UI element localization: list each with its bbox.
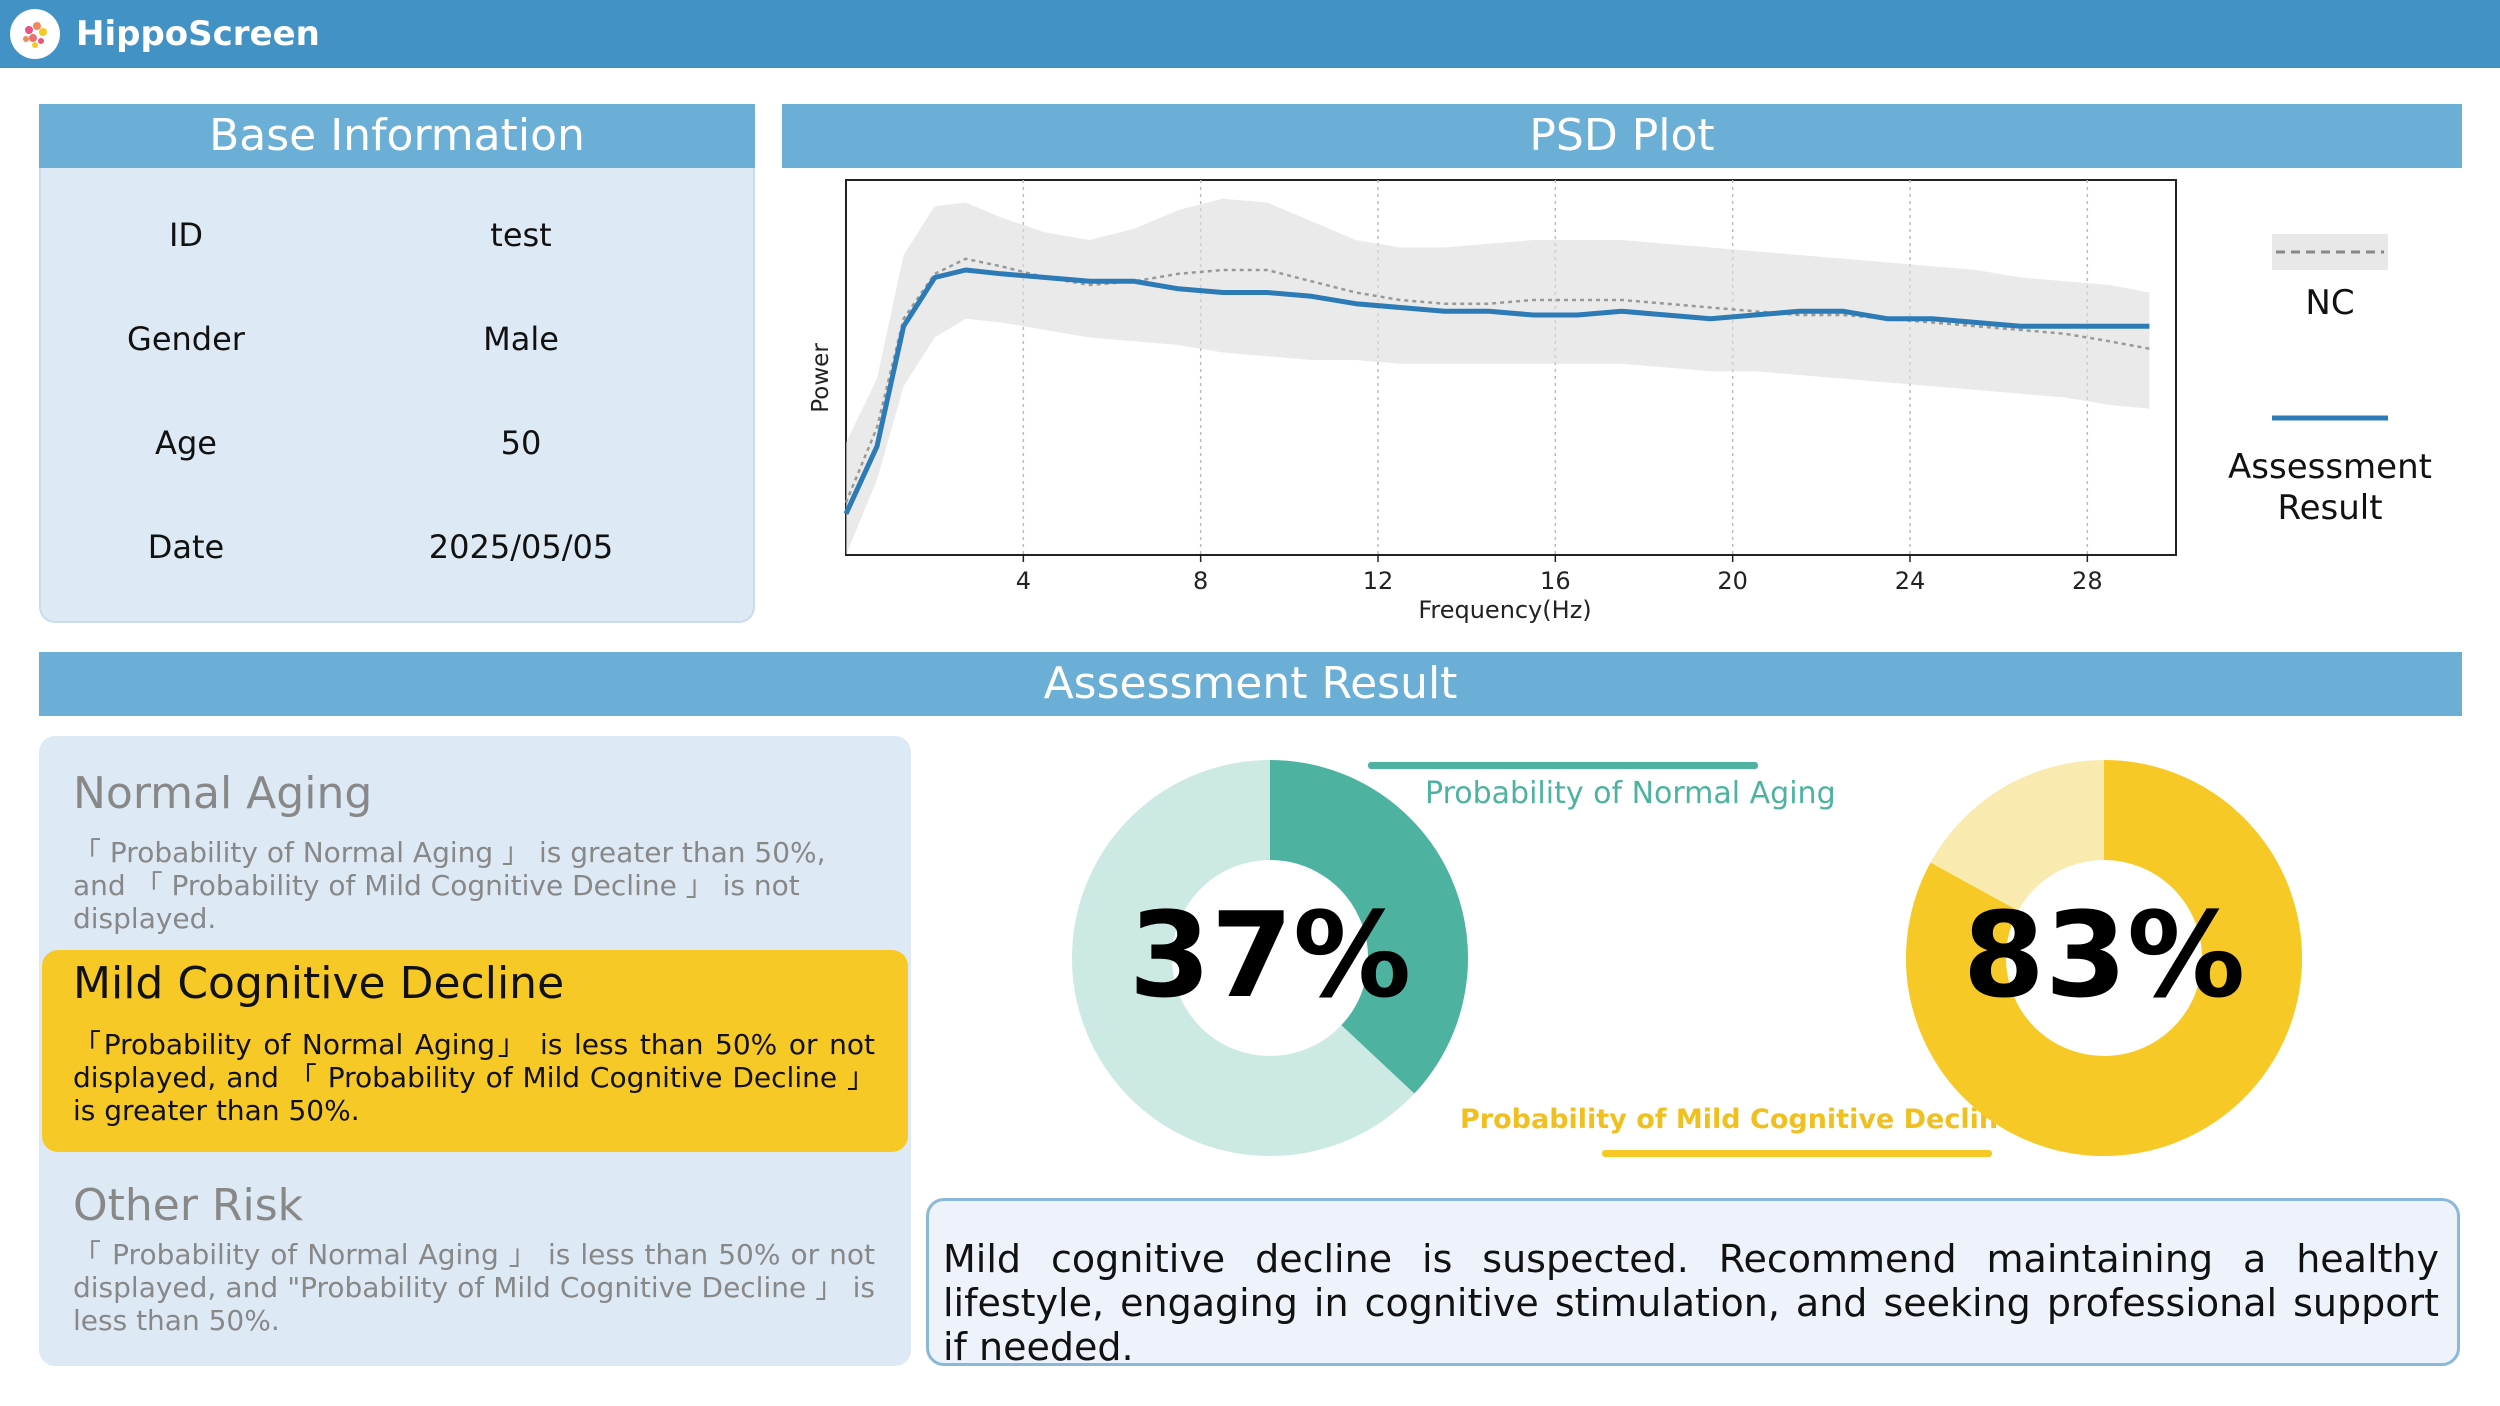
app-title: HippoScreen: [76, 14, 320, 54]
normal-aging-donut: [1072, 760, 1468, 1156]
normal-aging-desc: 「 Probability of Normal Aging 」 is great…: [73, 836, 913, 935]
psd-legend: NC Assessment Result: [2228, 234, 2432, 528]
x-tick-label: 24: [1895, 567, 1926, 595]
other-risk-title: Other Risk: [73, 1180, 304, 1231]
x-axis-label: Frequency(Hz): [1418, 596, 1591, 624]
psd-header: PSD Plot: [782, 104, 2462, 168]
other-risk-desc: 「 Probability of Normal Aging 」 is less …: [73, 1238, 875, 1337]
y-axis-label: Power: [808, 343, 834, 413]
x-tick-label: 4: [1016, 567, 1031, 595]
base-row-date: Date 2025/05/05: [41, 517, 753, 577]
age-label: Age: [155, 424, 217, 462]
normal-aging-prob-label: Probability of Normal Aging: [1425, 776, 1836, 811]
normal-aging-donut-arc: [1268, 760, 1468, 1094]
base-row-age: Age 50: [41, 413, 753, 473]
mcd-percent: 83%: [1962, 886, 2246, 1024]
nc-legend-label: NC: [2305, 283, 2354, 323]
brain-logo-icon: [10, 9, 60, 59]
base-row-id: ID test: [41, 205, 753, 265]
x-tick-label: 20: [1717, 567, 1748, 595]
gender-value: Male: [483, 320, 559, 358]
x-tick-label: 28: [2072, 567, 2103, 595]
base-row-gender: Gender Male: [41, 309, 753, 369]
normal-aging-title: Normal Aging: [73, 768, 373, 819]
date-label: Date: [147, 528, 225, 566]
base-info-header: Base Information: [39, 104, 755, 168]
x-tick-label: 12: [1363, 567, 1394, 595]
category-info-card: Normal Aging 「 Probability of Normal Agi…: [39, 736, 911, 1366]
nc-series-line: [844, 257, 2150, 503]
mcd-highlight: [42, 950, 908, 1152]
x-tick-label: 8: [1193, 567, 1208, 595]
normal-aging-accent-bar: [1368, 762, 1758, 769]
mcd-desc: 「Probability of Normal Aging」 is less th…: [73, 1028, 875, 1127]
age-value: 50: [500, 424, 542, 462]
top-bar: HippoScreen: [0, 0, 2500, 68]
psd-plot-area: 4 8 12 16 20 24 28 Power Frequency(Hz) NC Asse…: [782, 168, 2462, 638]
id-value: test: [490, 216, 552, 254]
date-value: 2025/05/05: [428, 528, 614, 566]
assessment-series-line: [843, 267, 2150, 515]
mcd-accent-bar: [1602, 1150, 1992, 1157]
mcd-donut-arc: [1906, 760, 2302, 1156]
recommendation-box: Mild cognitive decline is suspected. Rec…: [926, 1198, 2460, 1369]
mcd-title: Mild Cognitive Decline: [73, 958, 565, 1009]
assessment-header: Assessment Result: [39, 652, 2462, 716]
mcd-donut: [1906, 760, 2302, 1156]
normal-aging-percent: 37%: [1128, 886, 1412, 1024]
psd-chart: 4 8 12 16 20 24 28 Power Frequency(Hz) NC Asse…: [808, 179, 2432, 624]
normal-aging-desc-line-2: and 「 Probability of Mild Cognitive Decl…: [73, 869, 800, 935]
assessment-legend-label-2: Result: [2277, 488, 2382, 528]
base-info-card: ID test Gender Male Age 50 Date 2025/05/…: [39, 168, 755, 623]
assessment-legend-label-1: Assessment: [2228, 447, 2432, 487]
normal-aging-desc-line-1: 「 Probability of Normal Aging 」 is great…: [73, 836, 826, 869]
mcd-prob-label: Probability of Mild Cognitive Decline: [1460, 1104, 2017, 1135]
id-label: ID: [168, 216, 204, 254]
gender-label: Gender: [127, 320, 245, 358]
x-tick-label: 16: [1540, 567, 1571, 595]
